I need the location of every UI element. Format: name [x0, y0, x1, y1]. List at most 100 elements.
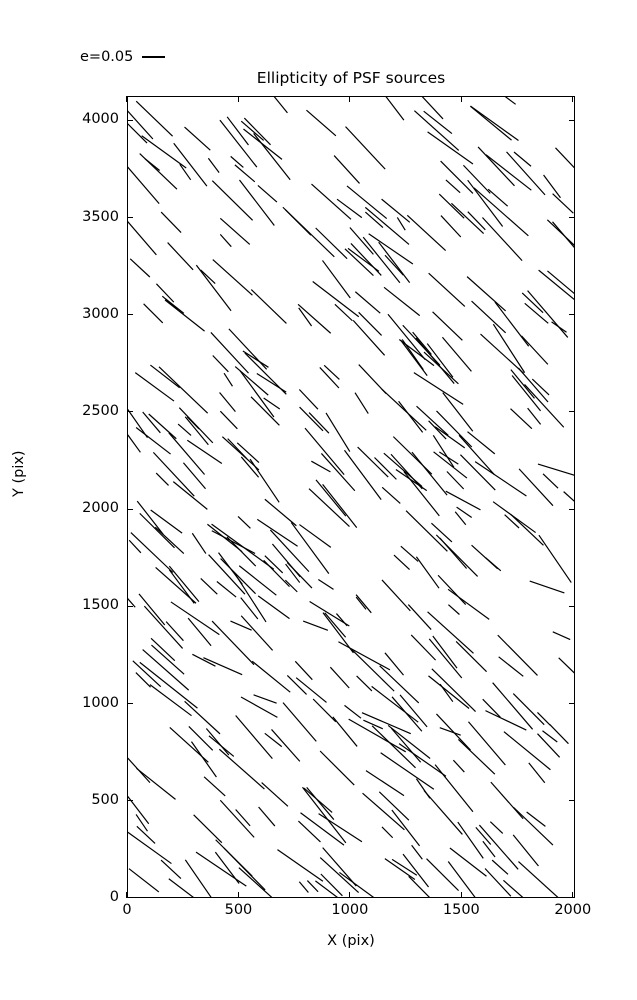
whisker [285, 563, 301, 583]
whisker [358, 311, 383, 336]
whisker [468, 721, 506, 766]
whisker [537, 712, 551, 726]
whisker [391, 858, 418, 876]
whisker [504, 514, 520, 529]
y-tick-label: 500 [91, 791, 119, 808]
x-axis-label: X (pix) [327, 933, 375, 949]
whisker [477, 146, 515, 187]
whisker [200, 269, 216, 285]
whisker [298, 389, 319, 410]
whisker [154, 526, 185, 555]
whisker [349, 227, 374, 255]
whisker [368, 233, 414, 265]
whisker [282, 702, 317, 742]
whisker [355, 594, 372, 614]
y-tick-mark [127, 411, 133, 413]
whisker [136, 825, 156, 844]
whisker [426, 343, 454, 378]
whisker [390, 727, 422, 763]
whisker [383, 452, 423, 488]
whisker [411, 451, 448, 496]
whisker [469, 105, 512, 141]
whisker [315, 880, 338, 897]
x-tick-label: 500 [224, 902, 253, 918]
whisker [512, 834, 539, 867]
whisker [521, 335, 549, 365]
whisker [392, 436, 433, 475]
whisker [470, 105, 519, 141]
whisker [552, 631, 571, 641]
whisker [441, 336, 472, 372]
whisker [136, 767, 176, 800]
whisker [346, 185, 388, 220]
whisker [323, 364, 340, 380]
whisker [302, 620, 329, 631]
y-tick-mark [569, 702, 575, 704]
whisker [428, 638, 463, 679]
whisker [384, 254, 404, 276]
whisker [406, 214, 447, 252]
whisker [238, 867, 273, 897]
whisker [135, 814, 148, 832]
whisker [219, 119, 258, 168]
whisker [497, 634, 538, 676]
whisker [492, 323, 526, 373]
whisker [322, 612, 354, 654]
whisker [391, 809, 421, 847]
whisker [358, 364, 387, 394]
whisker [155, 472, 169, 486]
whisker [384, 652, 404, 676]
whisker [356, 675, 373, 692]
whisker [320, 873, 343, 897]
whisker [324, 612, 347, 638]
whisker [250, 289, 287, 324]
whisker [172, 481, 208, 510]
whisker [321, 260, 351, 299]
whisker [410, 634, 437, 661]
whisker [350, 243, 382, 276]
whisker-field [128, 97, 574, 897]
whisker [405, 510, 448, 552]
whisker [485, 557, 502, 572]
whisker [555, 147, 574, 169]
whisker [129, 258, 151, 278]
whisker [385, 97, 405, 121]
whisker [135, 100, 174, 137]
whisker [177, 423, 192, 436]
whisker [362, 236, 401, 284]
whisker [442, 392, 474, 432]
whisker [412, 331, 432, 355]
whisker [482, 698, 501, 718]
whisker [400, 545, 419, 562]
whisker [219, 799, 255, 838]
whisker [395, 468, 428, 492]
whisker [547, 270, 574, 294]
whisker [243, 117, 271, 146]
whisker [319, 750, 355, 786]
legend-whisker-icon [142, 55, 166, 59]
whisker [264, 555, 284, 574]
whisker [250, 396, 280, 426]
whisker [139, 153, 178, 190]
whisker [306, 786, 335, 820]
whisker [371, 685, 419, 723]
x-tick-mark [237, 96, 239, 102]
whisker [333, 155, 360, 184]
whisker [485, 710, 527, 731]
x-tick-mark [126, 892, 128, 898]
whisker [219, 234, 232, 248]
whisker [542, 473, 559, 489]
whisker [299, 524, 332, 548]
whisker [457, 739, 496, 775]
whisker [445, 179, 461, 194]
whisker [537, 463, 574, 476]
whisker [315, 479, 347, 517]
whisker [542, 730, 558, 743]
whisker [269, 529, 310, 573]
whisker [195, 264, 232, 312]
whisker [143, 605, 184, 649]
whisker [381, 826, 394, 839]
whisker [436, 410, 473, 448]
y-tick-mark [127, 800, 133, 802]
whisker [452, 759, 465, 773]
